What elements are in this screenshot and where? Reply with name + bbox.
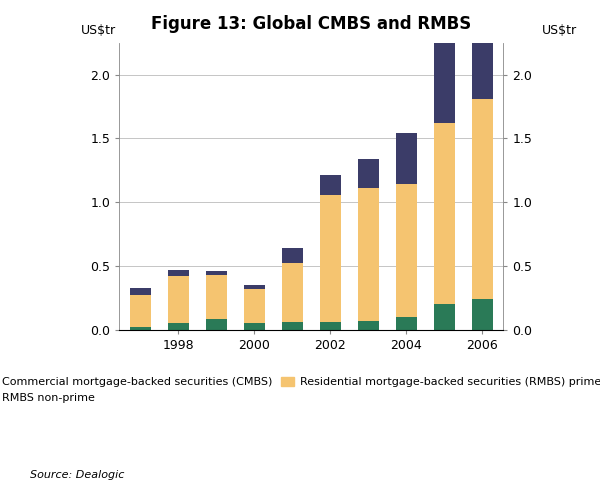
Bar xyxy=(168,276,189,323)
Bar xyxy=(282,322,303,330)
Bar xyxy=(320,195,341,322)
Bar xyxy=(130,295,151,327)
Bar xyxy=(434,304,455,330)
Bar xyxy=(396,184,417,317)
Bar xyxy=(472,299,493,330)
Bar xyxy=(434,123,455,304)
Bar xyxy=(168,270,189,276)
Bar xyxy=(206,275,227,320)
Bar xyxy=(282,263,303,322)
Bar xyxy=(396,317,417,330)
Title: Figure 13: Global CMBS and RMBS: Figure 13: Global CMBS and RMBS xyxy=(151,15,472,33)
Bar xyxy=(358,321,379,330)
Bar xyxy=(320,322,341,330)
Bar xyxy=(168,323,189,330)
Bar xyxy=(472,99,493,299)
Text: US$tr: US$tr xyxy=(81,24,116,37)
Bar xyxy=(358,159,379,188)
Bar xyxy=(244,285,265,289)
Bar xyxy=(130,327,151,330)
Bar xyxy=(130,288,151,295)
Text: Source: Dealogic: Source: Dealogic xyxy=(30,469,124,480)
Legend: Commercial mortgage-backed securities (CMBS), RMBS non-prime, Residential mortga: Commercial mortgage-backed securities (C… xyxy=(0,373,600,408)
Bar xyxy=(320,175,341,195)
Bar xyxy=(244,323,265,330)
Bar xyxy=(396,134,417,184)
Bar xyxy=(434,43,455,123)
Bar xyxy=(244,289,265,323)
Bar xyxy=(206,320,227,330)
Bar xyxy=(282,248,303,263)
Bar xyxy=(206,271,227,275)
Text: US$tr: US$tr xyxy=(542,24,577,37)
Bar xyxy=(358,188,379,321)
Bar xyxy=(472,38,493,99)
